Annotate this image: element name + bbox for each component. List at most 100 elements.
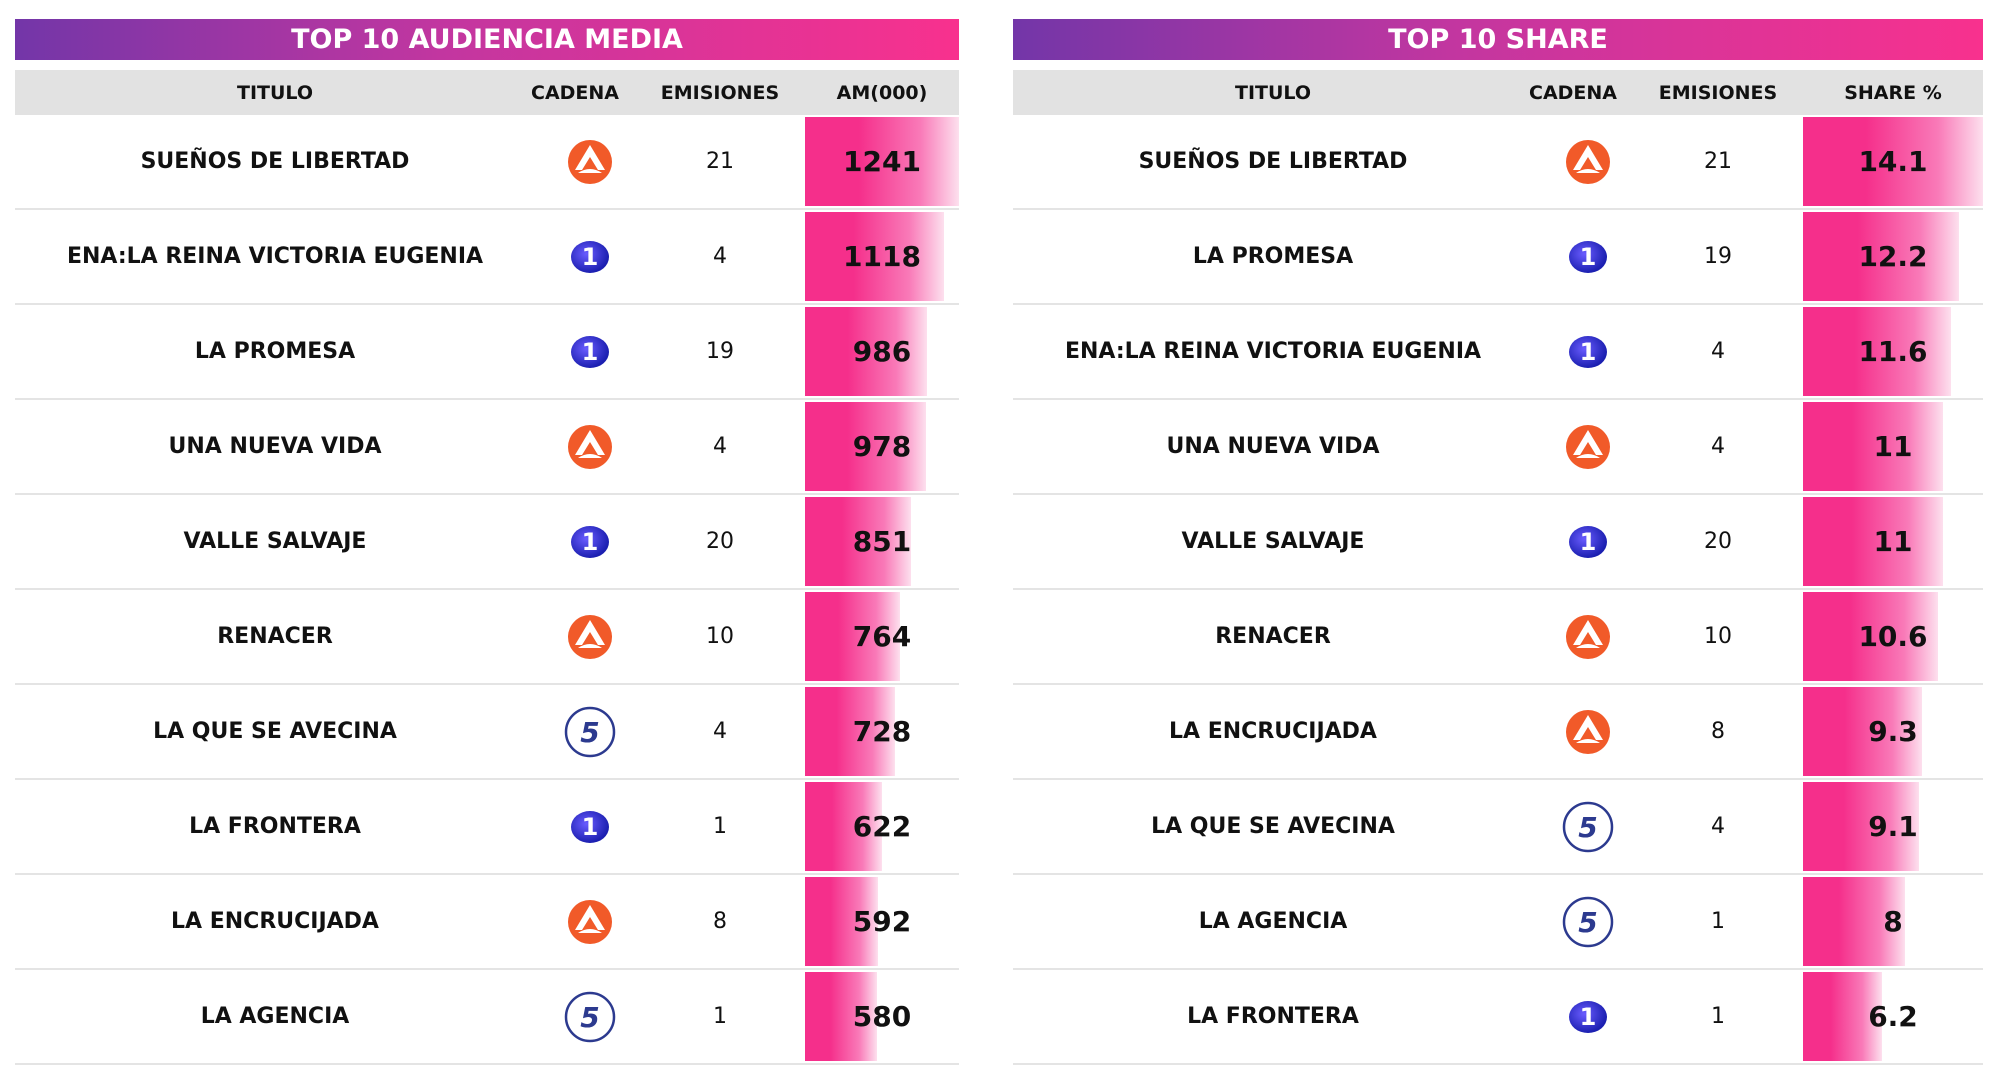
value-cell: 12.2 — [1858, 240, 1928, 273]
value-bar — [805, 212, 944, 301]
value-bar — [1803, 497, 1944, 586]
logo-shape — [1576, 169, 1600, 173]
title-cell: SUEÑOS DE LIBERTAD — [140, 149, 410, 174]
table: TOP 10 AUDIENCIA MEDIA TITULO CADENA EMISIO… — [15, 19, 959, 1069]
title-cell: LA FRONTERA — [189, 814, 361, 839]
column-header: CADENA — [1529, 81, 1618, 104]
value-bar — [805, 307, 928, 396]
table-row: SUEÑOS DE LIBERTAD 21 1241 — [15, 115, 959, 210]
logo-shape — [575, 430, 605, 455]
value-bar — [1803, 687, 1922, 776]
logo-text: 1 — [582, 243, 599, 271]
table-title: TOP 10 AUDIENCIA MEDIA — [15, 19, 959, 60]
value-cell: 851 — [852, 525, 912, 558]
title-cell: LA PROMESA — [1192, 244, 1354, 269]
value-cell: 9.3 — [1868, 715, 1918, 748]
logo-shape — [1569, 336, 1607, 368]
header-row — [1013, 70, 1983, 115]
logo-shape — [578, 644, 602, 648]
table-row: LA QUE SE AVECINA 5 4 9.1 — [1013, 780, 1983, 875]
column-header: CADENA — [531, 81, 620, 104]
channel-logo — [568, 615, 612, 659]
channel-logo — [1566, 710, 1610, 754]
channel-logo: 5 — [1562, 896, 1614, 948]
emissions-cell: 1 — [1711, 909, 1725, 934]
emissions-cell: 4 — [713, 434, 727, 459]
value-bar — [1803, 972, 1883, 1061]
logo-shape — [1573, 620, 1603, 645]
logo-shape — [578, 169, 602, 173]
channel-logo: 1 — [571, 336, 609, 368]
value-cell: 986 — [852, 335, 912, 368]
emissions-cell: 1 — [713, 814, 727, 839]
emissions-cell: 20 — [1704, 529, 1732, 554]
title-cell: LA ENCRUCIJADA — [1169, 719, 1377, 744]
logo-text: 1 — [1580, 528, 1597, 556]
channel-logo: 1 — [571, 241, 609, 273]
title-cell: VALLE SALVAJE — [183, 529, 367, 554]
title-cell: LA QUE SE AVECINA — [1151, 814, 1395, 839]
emissions-cell: 21 — [706, 149, 734, 174]
logo-shape — [564, 706, 616, 758]
title-cell: LA ENCRUCIJADA — [171, 909, 379, 934]
channel-logo: 1 — [571, 811, 609, 843]
logo-shape — [571, 811, 609, 843]
channel-logo — [1566, 140, 1610, 184]
emissions-cell: 1 — [1711, 1004, 1725, 1029]
column-header: TITULO — [1235, 81, 1311, 104]
logo-shape — [575, 620, 605, 645]
value-bar — [1803, 402, 1944, 491]
emissions-cell: 20 — [706, 529, 734, 554]
logo-shape — [1573, 715, 1603, 740]
logo-shape — [1576, 739, 1600, 743]
title-cell: LA QUE SE AVECINA — [153, 719, 397, 744]
emissions-cell: 10 — [706, 624, 734, 649]
logo-text: 1 — [1580, 338, 1597, 366]
column-header: TITULO — [237, 81, 313, 104]
value-cell: 14.1 — [1858, 145, 1928, 178]
channel-logo: 1 — [1569, 336, 1607, 368]
channel-logo: 1 — [1569, 241, 1607, 273]
logo-text: 1 — [1580, 243, 1597, 271]
channel-logo: 1 — [1569, 526, 1607, 558]
logo-shape — [1562, 801, 1614, 853]
value-bar — [1803, 592, 1939, 681]
table-row: VALLE SALVAJE 1 20 851 — [15, 495, 959, 590]
table-row: VALLE SALVAJE 1 20 11 — [1013, 495, 1983, 590]
title-cell: UNA NUEVA VIDA — [168, 434, 382, 459]
title-cell: LA AGENCIA — [200, 1004, 350, 1029]
emissions-cell: 4 — [713, 244, 727, 269]
emissions-cell: 4 — [1711, 814, 1725, 839]
emissions-cell: 4 — [1711, 434, 1725, 459]
title-cell: ENA:LA REINA VICTORIA EUGENIA — [1064, 339, 1482, 364]
channel-logo — [1566, 425, 1610, 469]
title-cell: ENA:LA REINA VICTORIA EUGENIA — [66, 244, 484, 269]
value-cell: 580 — [852, 1000, 912, 1033]
value-cell: 9.1 — [1868, 810, 1918, 843]
logo-text: 1 — [582, 528, 599, 556]
logo-text: 5 — [580, 716, 599, 749]
table-row: LA QUE SE AVECINA 5 4 728 — [15, 685, 959, 780]
table-row: LA ENCRUCIJADA 8 592 — [15, 875, 959, 970]
emissions-cell: 19 — [1704, 244, 1732, 269]
channel-logo — [568, 425, 612, 469]
title-cell: UNA NUEVA VIDA — [1166, 434, 1380, 459]
logo-shape — [1573, 430, 1603, 455]
value-bar — [805, 877, 879, 966]
table-row: ENA:LA REINA VICTORIA EUGENIA 1 4 11.6 — [1013, 305, 1983, 400]
column-header: EMISIONES — [660, 81, 780, 104]
logo-shape — [571, 526, 609, 558]
logo-shape — [1569, 241, 1607, 273]
table-row: ENA:LA REINA VICTORIA EUGENIA 1 4 1118 — [15, 210, 959, 305]
column-header: EMISIONES — [1658, 81, 1778, 104]
logo-text: 5 — [580, 1001, 599, 1034]
title-cell: VALLE SALVAJE — [1181, 529, 1365, 554]
table-row: LA FRONTERA 1 1 6.2 — [1013, 970, 1983, 1065]
channel-logo: 5 — [564, 706, 616, 758]
value-cell: 11 — [1873, 525, 1913, 558]
value-cell: 592 — [852, 905, 912, 938]
table-row: UNA NUEVA VIDA 4 978 — [15, 400, 959, 495]
logo-text: 1 — [1580, 1003, 1597, 1031]
emissions-cell: 4 — [713, 719, 727, 744]
